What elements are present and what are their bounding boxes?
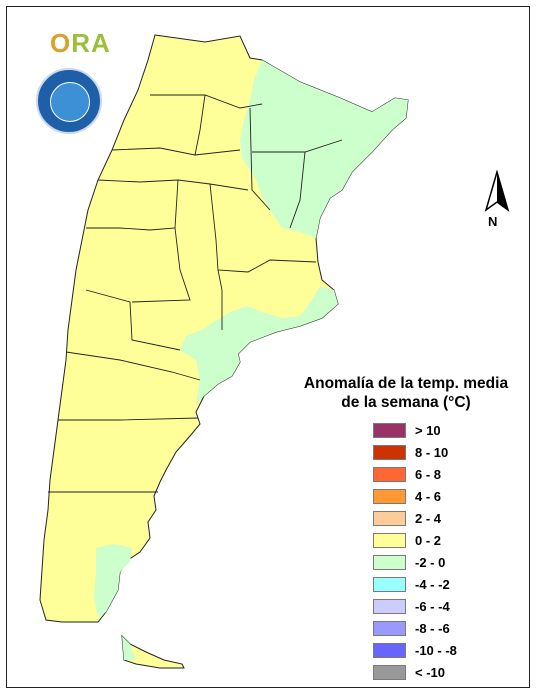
central-cool-area: [180, 286, 338, 404]
logo-letter-o: O: [50, 28, 72, 58]
legend-label: 0 - 2: [415, 533, 442, 548]
legend-title: Anomalía de la temp. media de la semana …: [290, 374, 522, 412]
legend-label: 6 - 8: [415, 467, 442, 482]
logo-letters: RA: [71, 28, 111, 58]
legend-swatch: [373, 445, 406, 460]
legend-label: 8 - 10: [415, 445, 449, 460]
legend-swatch: [373, 489, 406, 504]
legend-swatch: [373, 599, 406, 614]
legend-swatch: [373, 665, 406, 680]
tierra-del-fuego: [121, 634, 185, 669]
legend-swatch: [373, 577, 406, 592]
legend-swatch: [373, 643, 406, 658]
legend-label: > 10: [415, 423, 441, 438]
legend-swatch: [373, 533, 406, 548]
legend-label: 2 - 4: [415, 511, 442, 526]
legend-label: -4 - -2: [415, 577, 450, 592]
north-label: N: [488, 214, 498, 229]
legend-label: -10 - -8: [415, 643, 457, 658]
legend-title-line2: de la semana (°C): [341, 394, 471, 411]
legend-swatch: [373, 621, 406, 636]
legend-label: -2 - 0: [415, 555, 446, 570]
south-cool-area: [94, 544, 132, 618]
province-borders: [48, 94, 343, 493]
legend-label: -8 - -6: [415, 621, 450, 636]
legend-swatch: [373, 467, 406, 482]
legend-label: -6 - -4: [415, 599, 450, 614]
legend-title-line1: Anomalía de la temp. media: [303, 375, 509, 392]
legend-swatch: [373, 511, 406, 526]
map-frame: [6, 6, 530, 688]
northeast-cool-area: [240, 60, 408, 238]
legend-label: < -10: [415, 665, 445, 680]
institution-seal-icon: [36, 68, 102, 134]
north-arrow-icon: [484, 170, 510, 212]
legend-swatch: [373, 423, 406, 438]
legend-swatch: [373, 555, 406, 570]
tierra-del-fuego-cool: [122, 636, 136, 660]
legend-label: 4 - 6: [415, 489, 442, 504]
ora-logo: ORA: [50, 28, 111, 59]
